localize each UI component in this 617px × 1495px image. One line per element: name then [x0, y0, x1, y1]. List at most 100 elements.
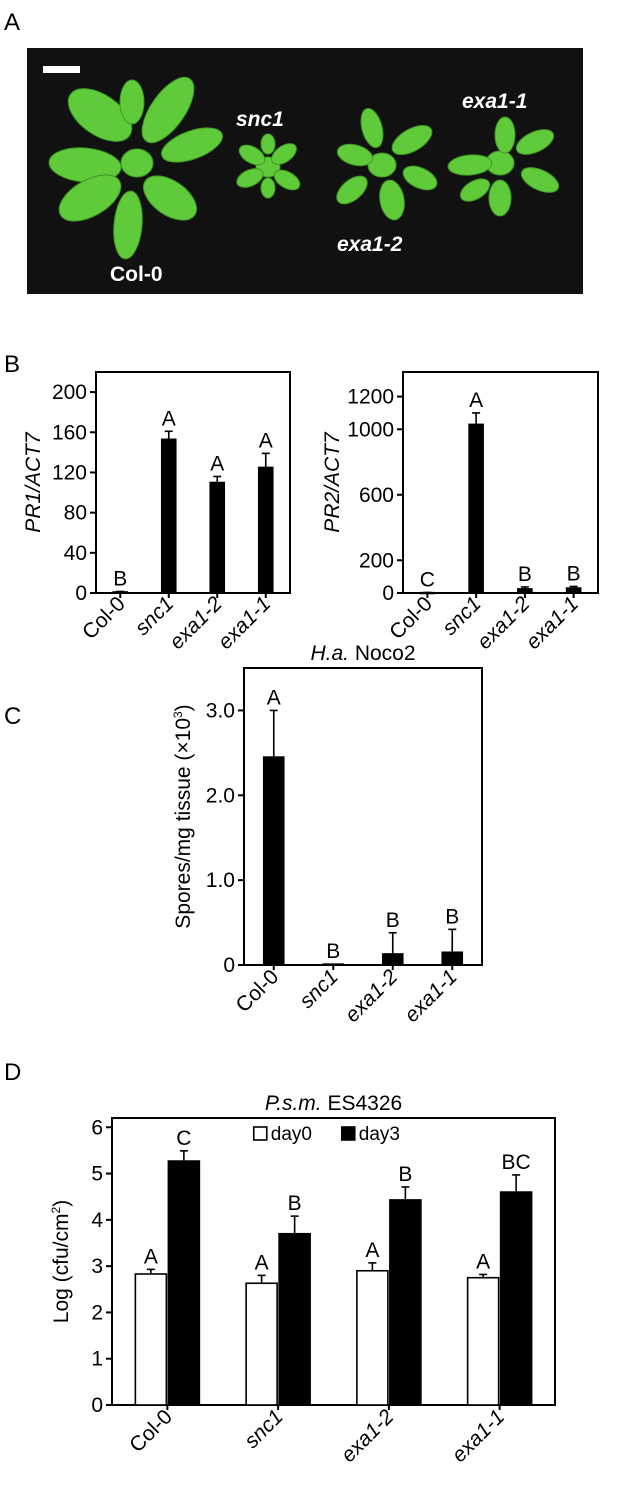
significance-letter: B: [518, 563, 532, 586]
y-tick-label: 200: [359, 549, 394, 572]
x-category-label: exa1-1: [447, 1405, 509, 1467]
chart-title: H.a. Noco2: [310, 642, 415, 665]
y-tick-label: 80: [64, 502, 87, 525]
bar: [389, 1199, 422, 1406]
y-axis-label-end: ): [172, 704, 195, 711]
y-tick-label: 1200: [347, 386, 394, 409]
bar: [262, 756, 285, 966]
significance-letter: B: [567, 562, 581, 585]
y-tick-label: 120: [52, 461, 87, 484]
y-tick-label: 2.0: [206, 784, 235, 807]
significance-letter: A: [469, 389, 483, 412]
y-tick-label: 160: [52, 421, 87, 444]
bar: [565, 587, 582, 594]
y-axis-label: PR1/ACT7: [22, 431, 45, 533]
y-tick-label: 0: [75, 582, 87, 605]
y-tick-label: 5: [91, 1163, 103, 1186]
y-tick-label: 1: [91, 1348, 103, 1371]
significance-letter: B: [326, 940, 340, 963]
significance-letter: A: [365, 1239, 379, 1262]
x-category-label: snc1: [240, 1405, 288, 1453]
y-axis-label-text: PR2/ACT7: [321, 431, 344, 533]
x-category-label: Col-0: [232, 965, 284, 1017]
photo-label-exa1-1: exa1-1: [462, 90, 527, 113]
bar: [322, 963, 345, 966]
significance-letter: B: [288, 1192, 302, 1215]
y-tick-label: 600: [359, 484, 394, 507]
bar: [167, 1160, 201, 1406]
legend-swatch-day3: [340, 1126, 356, 1141]
bar: [441, 951, 464, 966]
significance-letter: A: [476, 1250, 490, 1273]
bar: [466, 1276, 500, 1406]
significance-letter: B: [386, 909, 400, 932]
x-category-label: exa1-2: [165, 592, 227, 654]
x-category-label: exa1-2: [473, 592, 535, 654]
y-tick-label: 6: [91, 1116, 103, 1139]
y-axis-label-text: Spores/mg tissue (×10: [172, 718, 195, 929]
chart-title-rest: Noco2: [349, 642, 416, 665]
significance-letter: C: [176, 1127, 191, 1150]
y-tick-label: 40: [64, 542, 87, 565]
scale-bar: [43, 66, 80, 73]
y-tick-label: 1000: [347, 418, 394, 441]
significance-letter: B: [398, 1163, 412, 1186]
significance-letter: A: [255, 1251, 269, 1274]
plot-frame: [402, 371, 599, 594]
panel-label-b: B: [4, 351, 20, 378]
x-category-label: exa1-1: [521, 592, 583, 654]
chart-title-rest: ES4326: [322, 1092, 403, 1115]
y-axis-label-text: PR1/ACT7: [22, 431, 45, 533]
bar: [160, 438, 177, 594]
bar: [134, 1273, 168, 1406]
x-category-label: snc1: [295, 965, 343, 1013]
bar: [381, 953, 404, 966]
y-tick-label: 0: [382, 582, 394, 605]
y-axis-label-end: ): [50, 1200, 73, 1207]
plot-frame: [243, 667, 483, 966]
plant-snc1: [236, 133, 301, 199]
x-category-label: exa1-2: [337, 1405, 399, 1467]
plant-photo: snc1 exa1-1 exa1-2 Col-0: [27, 48, 583, 294]
significance-letter: A: [267, 686, 281, 709]
y-axis-label-sup: 3: [171, 711, 185, 718]
plant-exa1-2: [336, 108, 438, 221]
significance-letter: A: [259, 429, 273, 452]
bar: [278, 1232, 311, 1406]
chart-title-italic: H.a.: [310, 642, 349, 665]
x-category-label: exa1-1: [214, 592, 276, 654]
significance-letter: B: [113, 567, 127, 590]
y-axis-label-text: Log (cfu/cm: [50, 1213, 73, 1323]
y-axis-label: PR2/ACT7: [321, 431, 344, 533]
x-category-label: Col-0: [125, 1405, 177, 1457]
bar: [468, 423, 484, 594]
significance-letter: B: [445, 905, 459, 928]
significance-letter: A: [144, 1245, 158, 1268]
bar: [209, 481, 226, 594]
bar: [517, 588, 533, 594]
y-axis-label: Spores/mg tissue (×103): [171, 704, 195, 928]
y-tick-label: 3: [91, 1255, 103, 1278]
plot-frame: [95, 371, 291, 594]
legend-label-day0: day0: [271, 1124, 312, 1145]
x-category-label: exa1-2: [341, 965, 403, 1027]
x-category-label: exa1-1: [400, 965, 462, 1027]
y-axis-label-sup: 2: [49, 1206, 63, 1213]
significance-letter: C: [420, 569, 435, 592]
y-tick-label: 1.0: [206, 869, 235, 892]
legend-swatch-day0: [252, 1126, 268, 1141]
legend-label-day3: day3: [359, 1124, 400, 1145]
significance-letter: A: [210, 452, 224, 475]
plant-col-0: [48, 76, 223, 260]
y-tick-label: 0: [91, 1394, 103, 1417]
y-axis-label: Log (cfu/cm2): [49, 1200, 73, 1323]
bar: [356, 1269, 389, 1406]
y-tick-label: 4: [91, 1209, 103, 1232]
plant-exa1-1: [447, 116, 560, 217]
significance-letter: BC: [502, 1151, 531, 1174]
y-tick-label: 0: [223, 954, 235, 977]
